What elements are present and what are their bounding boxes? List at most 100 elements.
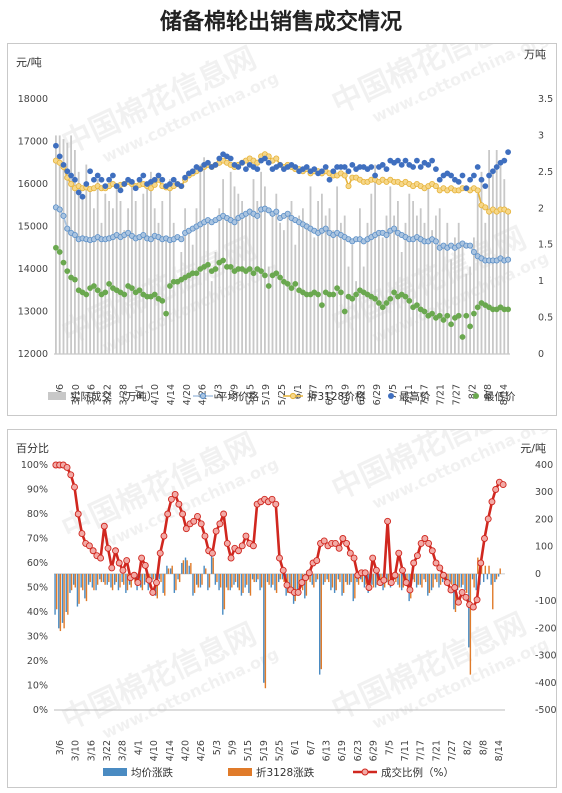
volume-bar [81,193,84,354]
legend-label: 实际成交 （万吨） [70,390,157,403]
ratio-point [343,539,351,547]
p3128-change-bar [70,573,73,591]
ratio-point [384,517,392,525]
low-price-point [159,297,166,304]
volume-bar [256,201,259,354]
low-price-point [372,295,378,302]
ratio-point [138,554,146,562]
y-right-tick: 0 [535,569,541,580]
avg-change-bar [289,573,291,588]
ratio-point [97,554,105,562]
ratio-point [197,520,205,528]
volume-bar [442,244,445,354]
low-price-point [402,293,409,300]
p3128-change-bar [115,573,117,583]
p3128-change-bar [480,563,483,574]
high-price-point [349,161,356,168]
p3128-change-bar [108,573,110,583]
p3128-change-bar [346,573,349,585]
avg-price-point [231,219,238,226]
p3128-change-bar [376,573,378,585]
volume-bar [157,222,160,354]
volume-bar [283,230,285,354]
low-price-point [406,297,413,304]
high-price-point [132,185,139,192]
page-title: 储备棉轮出销售成交情况 [159,9,402,35]
high-price-point [410,164,416,170]
high-price-point [227,155,234,162]
ratio-point [395,549,403,557]
volume-bar [184,208,186,354]
avg-change-bar [207,573,209,591]
avg-change-bar [278,573,280,583]
x-tick-label: 5/25 [277,384,288,405]
x-tick-label: 6/7 [309,384,320,399]
p3128-change-bar [182,560,185,574]
x-tick-label: 3/16 [87,384,98,405]
p3128-change-bar [205,568,207,574]
avg-change-bar [244,573,246,588]
high-price-point [311,166,318,173]
p3128-change-bar [260,573,263,588]
avg-change-bar [188,565,190,574]
avg-price-point [432,238,439,245]
low-price-point [334,285,340,292]
volume-bar [93,208,95,354]
volume-bar [313,237,316,354]
high-price-point [189,168,196,175]
volume-bar [138,237,141,354]
p3128-change-bar [320,573,322,670]
volume-bar [161,201,164,354]
p3128-change-bar [238,573,240,591]
volume-bar [241,201,243,354]
avg-change-bar [266,573,269,583]
volume-bar [165,237,167,354]
volume-bar [321,193,323,354]
x-tick-label: 7/5 [388,384,399,399]
volume-bar [207,222,209,354]
volume-bar [119,201,122,354]
ratio-point [462,593,470,601]
volume-bar [66,142,69,354]
volume-bar [172,222,175,354]
x-tick-label: 7/17 [420,384,431,405]
low-price-point [250,270,257,277]
ratio-point [112,547,119,555]
avg-change-bar [225,573,228,588]
volume-bar [146,186,148,354]
p3128-change-bar [477,557,479,574]
low-price-point [167,283,173,289]
y-right-tick: 1 [538,276,544,287]
volume-bar [305,222,308,354]
ratio-point [141,561,149,569]
volume-bar [252,179,255,354]
high-price-point [83,181,90,187]
x-tick-label: 4/10 [150,384,161,405]
p3128-change-bar [298,573,300,588]
x-tick-label: 5/9 [227,740,238,755]
avg-change-bar [449,573,451,583]
volume-bar [290,201,293,354]
p3128-change-bar [372,573,375,588]
p3128-change-bar [197,573,199,588]
volume-bar [408,193,411,354]
volume-bar [427,186,430,354]
avg-change-bar [73,573,75,585]
avg-change-bar [319,573,321,675]
avg-change-bar [95,573,97,591]
volume-bar [431,230,433,354]
x-tick-label: 8/2 [463,740,474,755]
ratio-point [171,490,179,498]
low-price-point [414,302,420,309]
ratio-point [130,571,138,579]
p3128-change-bar [398,573,401,588]
volume-bar [336,186,338,354]
ratio-point [194,512,201,520]
high-price-point [486,172,492,179]
volume-bar [370,193,373,354]
p3128-change-bar [309,573,311,583]
x-tick-label: 6/23 [356,384,367,405]
avg-change-bar [371,573,373,585]
low-price-point [429,310,435,317]
legend-swatch-volume [48,392,66,400]
